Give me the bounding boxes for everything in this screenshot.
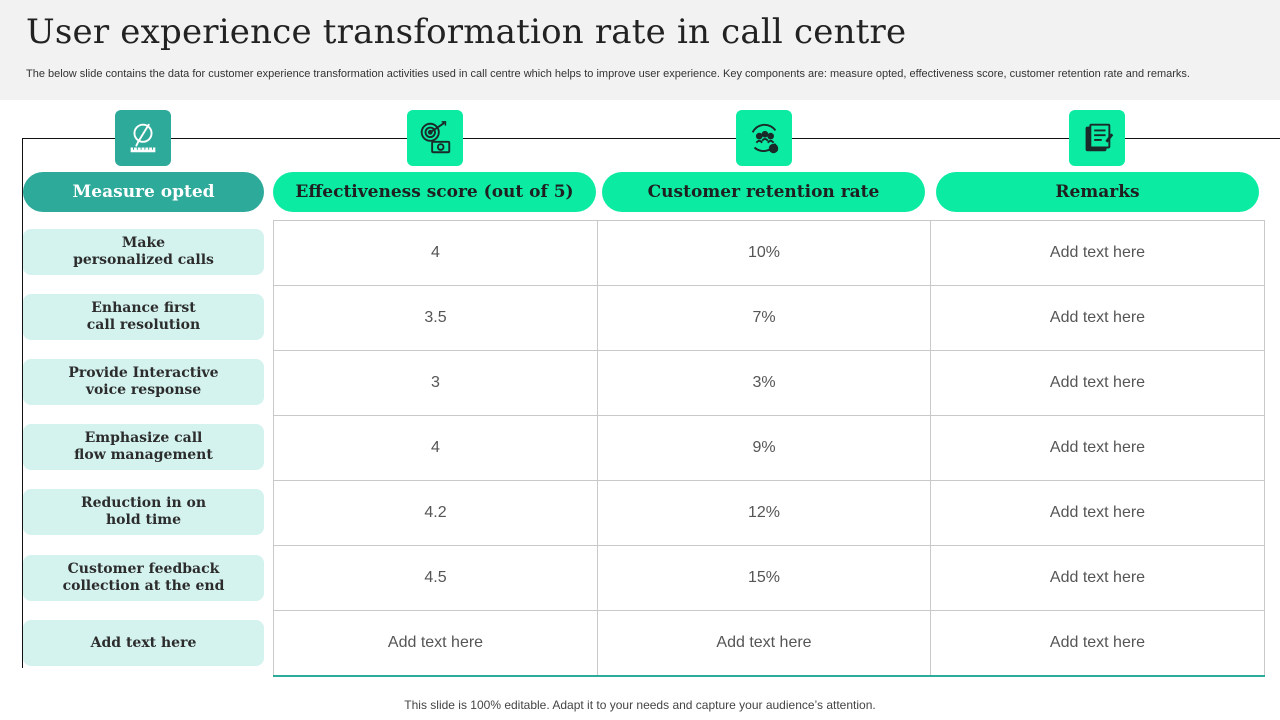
row-label-add-text: Add text here (23, 620, 264, 666)
retention-cell: 15% (597, 545, 931, 611)
column-header-retention: Customer retention rate (602, 172, 925, 212)
page-title: User experience transformation rate in c… (26, 12, 907, 52)
frame-line-top (22, 138, 1280, 139)
remarks-cell: Add text here (930, 545, 1265, 611)
retention-cell: 3% (597, 350, 931, 416)
retention-cell: 12% (597, 480, 931, 546)
column-header-remarks: Remarks (936, 172, 1259, 212)
column-header-effectiveness: Effectiveness score (out of 5) (273, 172, 596, 212)
frame-line-left (22, 138, 23, 668)
column-header-measure: Measure opted (23, 172, 264, 212)
table-row: 3 3% Add text here (273, 350, 1265, 416)
customer-cycle-icon (736, 110, 792, 166)
score-cell: Add text here (273, 610, 598, 677)
row-label-call-flow: Emphasize call flow management (23, 424, 264, 470)
row-label-feedback: Customer feedback collection at the end (23, 555, 264, 601)
pen-ruler-icon (115, 110, 171, 166)
target-money-icon (407, 110, 463, 166)
table-row: 4 9% Add text here (273, 415, 1265, 481)
data-table: 4 10% Add text here 3.5 7% Add text here… (273, 220, 1265, 677)
row-label-hold-time: Reduction in on hold time (23, 489, 264, 535)
remarks-cell: Add text here (930, 285, 1265, 351)
table-row: 4.2 12% Add text here (273, 480, 1265, 546)
row-label-interactive-voice: Provide Interactive voice response (23, 359, 264, 405)
slide-header: User experience transformation rate in c… (0, 0, 1280, 100)
retention-cell: 7% (597, 285, 931, 351)
score-cell: 4.5 (273, 545, 598, 611)
remarks-cell: Add text here (930, 220, 1265, 286)
score-cell: 4.2 (273, 480, 598, 546)
table-row: 3.5 7% Add text here (273, 285, 1265, 351)
retention-cell: 10% (597, 220, 931, 286)
score-cell: 3.5 (273, 285, 598, 351)
score-cell: 3 (273, 350, 598, 416)
table-row: 4 10% Add text here (273, 220, 1265, 286)
remarks-cell: Add text here (930, 415, 1265, 481)
notes-icon (1069, 110, 1125, 166)
remarks-cell: Add text here (930, 350, 1265, 416)
retention-cell: 9% (597, 415, 931, 481)
retention-cell: Add text here (597, 610, 931, 677)
table-row: 4.5 15% Add text here (273, 545, 1265, 611)
table-row: Add text here Add text here Add text her… (273, 610, 1265, 677)
score-cell: 4 (273, 220, 598, 286)
row-label-first-call-resolution: Enhance first call resolution (23, 294, 264, 340)
remarks-cell: Add text here (930, 610, 1265, 677)
row-label-personalized-calls: Make personalized calls (23, 229, 264, 275)
remarks-cell: Add text here (930, 480, 1265, 546)
page-subtitle: The below slide contains the data for cu… (26, 68, 1190, 80)
score-cell: 4 (273, 415, 598, 481)
footer-note: This slide is 100% editable. Adapt it to… (404, 698, 876, 712)
